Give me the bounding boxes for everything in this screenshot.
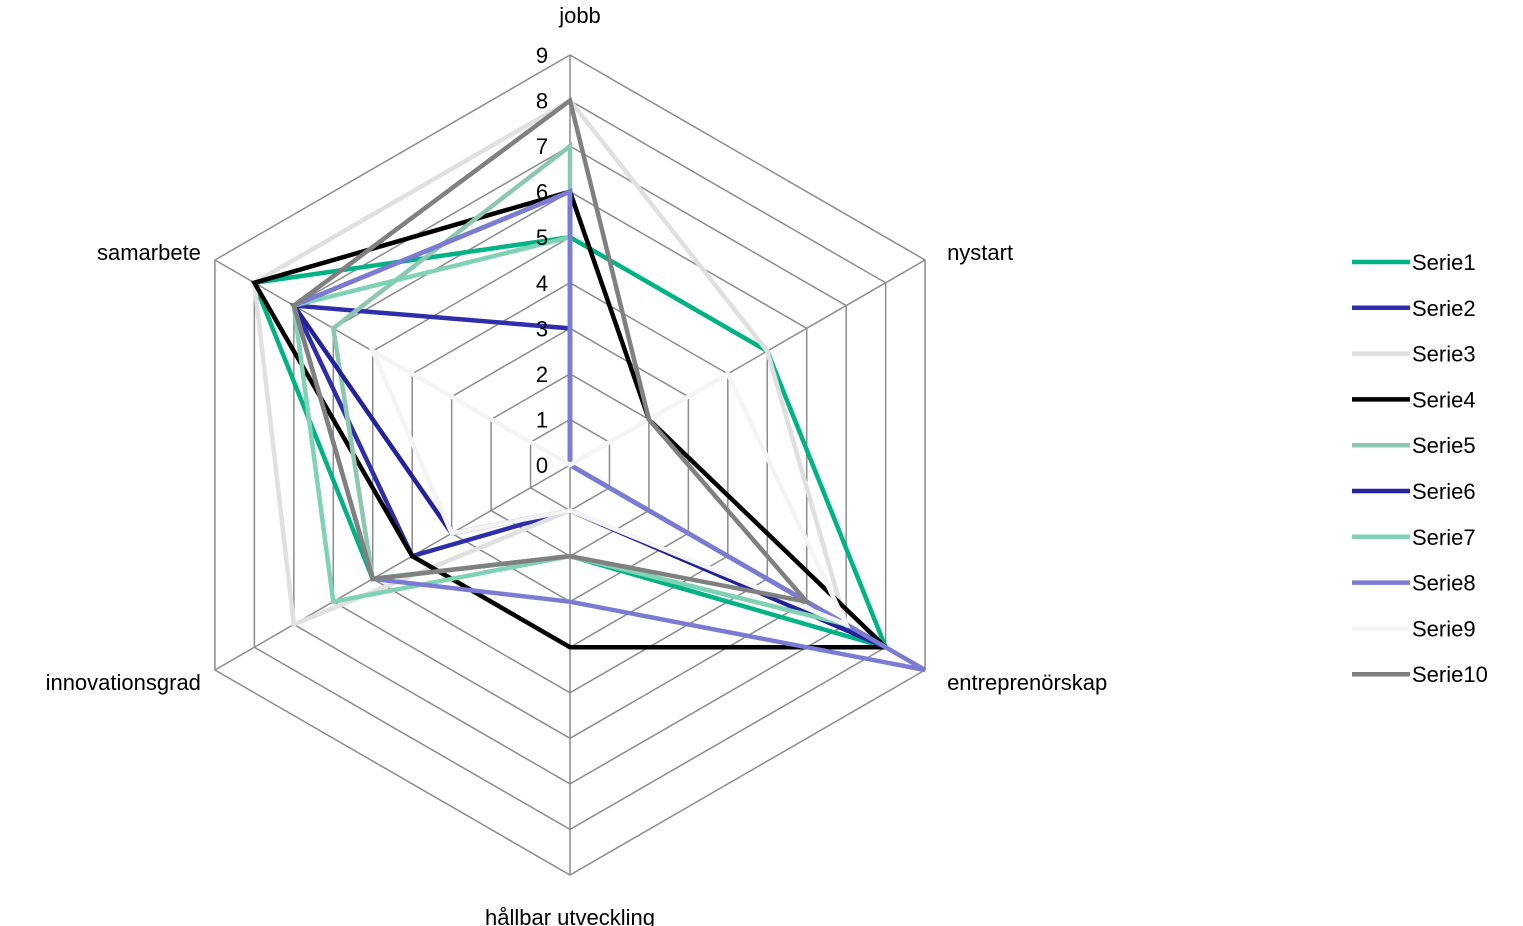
axis-label-0: jobb bbox=[558, 3, 601, 28]
legend-label-6: Serie6 bbox=[1412, 479, 1476, 504]
legend-label-9: Serie9 bbox=[1412, 616, 1476, 641]
legend-label-4: Serie4 bbox=[1412, 387, 1476, 412]
tick-label: 1 bbox=[536, 407, 548, 432]
series-lines bbox=[250, 96, 927, 673]
axis-label-3: hållbar utveckling bbox=[485, 905, 655, 926]
axis-label-1: nystart bbox=[947, 240, 1013, 265]
tick-label: 9 bbox=[536, 43, 548, 68]
legend: Serie1 Serie2 Serie3 Serie4 Serie5 Serie6 Seri… bbox=[1352, 250, 1488, 687]
tick-label: 2 bbox=[536, 362, 548, 387]
tick-label: 8 bbox=[536, 89, 548, 114]
tick-label: 6 bbox=[536, 180, 548, 205]
tick-label: 0 bbox=[536, 453, 548, 478]
legend-label-10: Serie10 bbox=[1412, 662, 1488, 687]
axis-label-5: samarbete bbox=[97, 240, 201, 265]
tick-label: 4 bbox=[536, 271, 548, 296]
axis-label-4: innovationsgrad bbox=[46, 670, 201, 695]
legend-label-3: Serie3 bbox=[1412, 342, 1476, 367]
axis-labels: jobb nystart entreprenörskap hållbar utveck… bbox=[46, 3, 1108, 926]
axis-label-2: entreprenörskap bbox=[947, 670, 1107, 695]
legend-label-2: Serie2 bbox=[1412, 296, 1476, 321]
series-line-9 bbox=[367, 345, 851, 629]
legend-label-7: Serie7 bbox=[1412, 525, 1476, 550]
tick-label: 7 bbox=[536, 134, 548, 159]
tick-labels: 0 1 2 3 4 5 6 7 8 9 bbox=[536, 43, 548, 478]
legend-label-8: Serie8 bbox=[1412, 571, 1476, 596]
legend-label-5: Serie5 bbox=[1412, 433, 1476, 458]
series-line-10 bbox=[291, 96, 813, 606]
tick-label: 5 bbox=[536, 225, 548, 250]
spoke-4 bbox=[214, 464, 571, 671]
legend-label-1: Serie1 bbox=[1412, 250, 1476, 275]
tick-label: 3 bbox=[536, 316, 548, 341]
